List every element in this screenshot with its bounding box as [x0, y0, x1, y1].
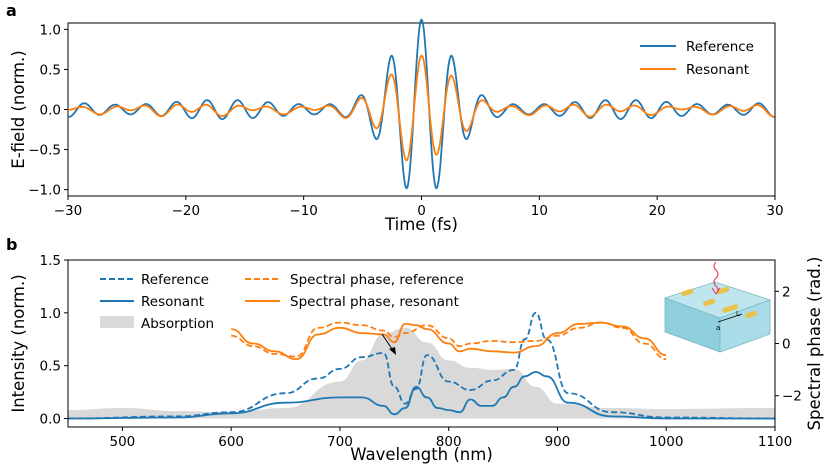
legend-resonant-b: Resonant	[141, 294, 204, 310]
svg-text:L: L	[736, 310, 740, 318]
x-tick-label-a: −20	[172, 203, 201, 219]
panel-b-label: b	[6, 235, 17, 254]
svg-text:a: a	[716, 324, 720, 332]
y-tick-label-a: 1.0	[40, 22, 61, 38]
series-line-resonant-b	[67, 371, 775, 420]
series-line-phase-reference	[231, 321, 667, 361]
y-axis-label-right-b: Spectral phase (rad.)	[805, 257, 824, 431]
panel-a-frame	[67, 22, 776, 197]
metasurface-inset: a L	[663, 261, 772, 353]
y-tick-label-b: 0.5	[40, 359, 61, 375]
y-tick-label-a: −1.0	[28, 183, 61, 199]
legend-resonant-a: Resonant	[686, 62, 749, 78]
series-line-phase-resonant	[231, 321, 667, 361]
y-tick-label-a: 0.0	[40, 103, 61, 119]
y-tick-label-right-b: 2	[782, 284, 791, 300]
panel-b-legend: Reference Resonant Absorption Spectral p…	[100, 272, 464, 332]
series-line-resonant-a	[68, 54, 775, 162]
x-tick-label-b: 1100	[758, 434, 792, 450]
y-tick-label-b: 1.0	[40, 306, 61, 322]
y-tick-label-right-b: −2	[782, 389, 802, 405]
x-tick-label-b: 500	[109, 434, 135, 450]
y-axis-label-b: Intensity (norm.)	[9, 274, 28, 412]
x-tick-label-a: 0	[417, 203, 426, 219]
x-tick-label-b: 1000	[649, 434, 683, 450]
y-tick-label-a: −0.5	[28, 143, 61, 159]
series-line-reference-b	[67, 311, 776, 420]
x-axis-label-b: Wavelength (nm)	[350, 445, 493, 464]
legend-phase-reference: Spectral phase, reference	[290, 272, 464, 288]
legend-phase-resonant: Spectral phase, resonant	[290, 294, 459, 310]
legend-absorption: Absorption	[141, 316, 214, 332]
x-tick-label-a: 20	[649, 203, 666, 219]
x-axis-label-a: Time (fs)	[384, 215, 458, 234]
annotation-arrowhead	[389, 347, 396, 355]
y-tick-label-a: 0.5	[40, 62, 61, 78]
x-tick-label-a: 30	[766, 203, 783, 219]
panel-a-label: a	[6, 1, 17, 20]
y-tick-label-b: 0.0	[40, 412, 61, 428]
x-tick-label-b: 900	[545, 434, 571, 450]
legend-reference-a: Reference	[686, 39, 754, 55]
y-tick-label-right-b: 0	[782, 337, 791, 353]
panel-a-axes: −30 −20 −10 0 10 20 30 −1.0 −0.5 0.0 0.5 1.0 Time (f…	[9, 18, 784, 234]
x-tick-label-b: 600	[218, 434, 244, 450]
panel-a-legend: Reference Resonant	[640, 39, 754, 78]
y-tick-label-b: 1.5	[40, 253, 61, 269]
x-tick-label-a: −30	[54, 203, 83, 219]
x-tick-label-b: 700	[327, 434, 353, 450]
x-tick-label-a: 10	[531, 203, 548, 219]
panel-b-axes: 500 600 700 800 900 1000 1100 0.0 0.5 1.0 1.5 −2 0 2 W…	[9, 253, 824, 464]
legend-reference-b: Reference	[141, 272, 209, 288]
y-axis-label-a: E-field (norm.)	[9, 50, 28, 168]
x-tick-label-a: −10	[289, 203, 318, 219]
x-tick-label-b: 800	[436, 434, 462, 450]
